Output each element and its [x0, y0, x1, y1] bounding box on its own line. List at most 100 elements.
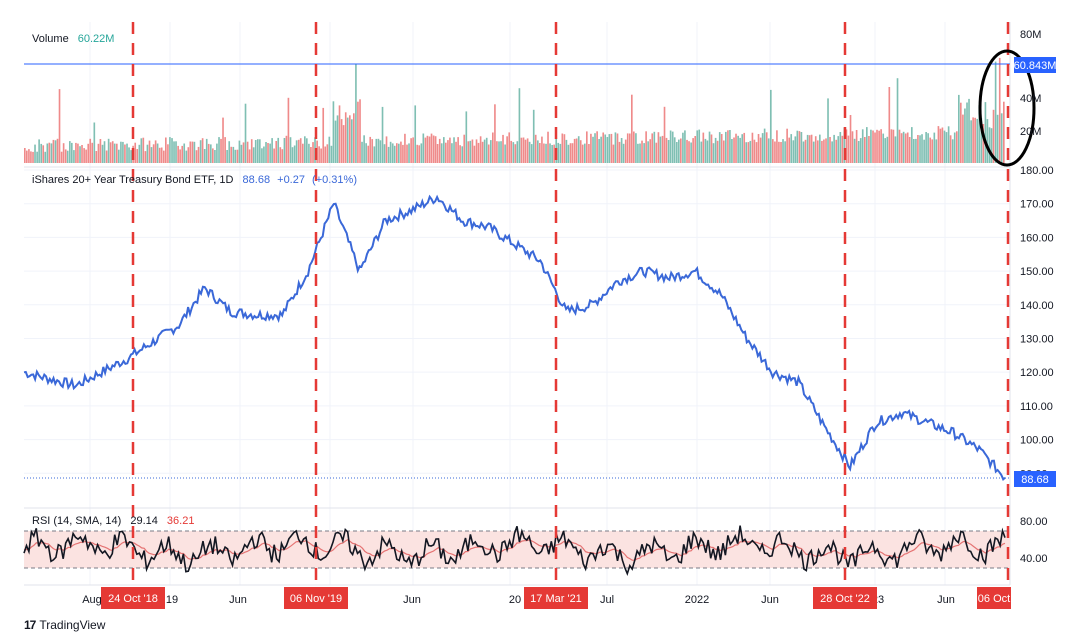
- volume-bar: [898, 129, 901, 163]
- volume-bar: [892, 129, 895, 163]
- rsi-tick-label: 80.00: [1020, 516, 1048, 528]
- volume-bar: [680, 138, 682, 163]
- volume-bar: [690, 142, 692, 163]
- volume-bar: [980, 117, 983, 163]
- volume-bar: [242, 142, 245, 163]
- volume-bar: [438, 138, 441, 163]
- volume-bar: [146, 144, 149, 163]
- volume-bar: [765, 132, 768, 163]
- price-tick-label: 170.00: [1020, 199, 1054, 211]
- volume-tick-label: 80M: [1020, 29, 1041, 41]
- volume-bar: [418, 145, 421, 163]
- volume-bar: [322, 107, 325, 163]
- volume-bar: [739, 137, 741, 163]
- volume-bar: [83, 148, 85, 163]
- volume-bar: [915, 138, 917, 163]
- volume-bar: [904, 133, 907, 163]
- volume-bar: [565, 139, 568, 163]
- volume-bar: [720, 134, 723, 163]
- volume-bar: [774, 141, 776, 163]
- volume-bar: [919, 135, 921, 163]
- volume-bar: [545, 143, 547, 163]
- volume-bar: [220, 138, 222, 163]
- volume-bar: [91, 142, 94, 163]
- volume-bar: [34, 144, 36, 163]
- volume-bar: [295, 140, 298, 163]
- volume-bar: [530, 144, 533, 163]
- volume-bar: [416, 144, 419, 163]
- volume-bar: [111, 141, 114, 163]
- date-marker-label: 17 Mar '21: [530, 593, 582, 605]
- volume-bar: [169, 137, 171, 163]
- volume-bar: [553, 144, 555, 163]
- volume-bar: [788, 137, 791, 163]
- volume-bar: [479, 136, 482, 163]
- volume-bar: [212, 148, 214, 163]
- volume-pane-title: Volume 60.22M: [32, 33, 114, 45]
- x-tick-label: Aug: [82, 594, 102, 606]
- volume-bar: [770, 89, 772, 163]
- volume-bar: [639, 143, 641, 163]
- volume-bar: [228, 141, 231, 163]
- volume-bar: [406, 144, 408, 163]
- volume-value-badge: [1014, 57, 1056, 73]
- volume-bar: [696, 130, 699, 163]
- volume-bar: [802, 141, 805, 163]
- volume-bar: [422, 133, 425, 163]
- volume-bar: [222, 117, 224, 163]
- volume-bar: [962, 114, 964, 163]
- volume-bar: [445, 142, 447, 163]
- volume-bar: [152, 144, 155, 163]
- volume-bar: [109, 142, 112, 163]
- last-price: 88.68: [243, 174, 271, 186]
- volume-bar: [569, 143, 572, 163]
- volume-bar: [122, 141, 124, 163]
- volume-bar: [610, 133, 613, 163]
- volume-bar: [761, 133, 764, 163]
- volume-bar: [113, 143, 116, 163]
- volume-bar: [124, 144, 126, 163]
- volume-bar: [277, 137, 280, 163]
- volume-bar: [361, 141, 363, 163]
- price-tick-label: 180.00: [1020, 165, 1054, 177]
- volume-bar: [226, 150, 228, 163]
- volume-bar: [244, 103, 247, 163]
- date-marker-badge: [524, 587, 588, 609]
- volume-bar: [140, 138, 143, 163]
- volume-bar: [502, 134, 504, 163]
- x-tick-label: Jul: [600, 594, 614, 606]
- volume-axis: 80M 40M 20M: [1020, 29, 1041, 138]
- volume-bar: [886, 136, 889, 163]
- volume-bar: [800, 132, 803, 163]
- volume-bar: [727, 130, 729, 163]
- volume-bar: [73, 150, 75, 163]
- volume-bar: [512, 142, 515, 163]
- volume-bar: [414, 105, 417, 163]
- volume-bar: [584, 143, 586, 163]
- volume-bar: [927, 133, 929, 163]
- volume-bar: [349, 115, 351, 163]
- volume-bar: [118, 149, 120, 163]
- volume-bar: [547, 131, 549, 163]
- volume-bar: [181, 145, 184, 163]
- price-tick-label: 150.00: [1020, 266, 1054, 278]
- volume-bar: [344, 112, 347, 163]
- volume-bar: [101, 144, 104, 163]
- volume-bar: [62, 143, 65, 163]
- volume-bar: [676, 142, 678, 163]
- volume-bar: [737, 135, 739, 163]
- volume-bar: [160, 147, 163, 163]
- volume-bar: [929, 137, 932, 163]
- price-change-pct: (+0.31%): [312, 174, 357, 186]
- volume-bar: [524, 139, 527, 163]
- volume-bar: [318, 146, 320, 163]
- volume-bar: [302, 143, 304, 163]
- volume-bar: [289, 137, 292, 163]
- volume-bar: [40, 143, 43, 163]
- volume-bar: [326, 144, 329, 163]
- volume-bar: [340, 119, 343, 163]
- volume-bar: [459, 145, 461, 163]
- volume-bar: [710, 134, 713, 163]
- volume-bar: [391, 143, 394, 163]
- volume-bar: [988, 127, 991, 163]
